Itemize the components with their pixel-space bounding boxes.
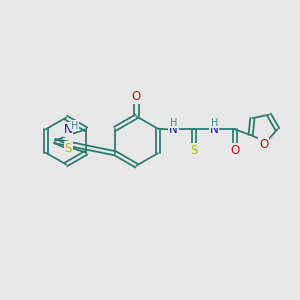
Text: H: H [211,118,218,128]
Text: N: N [210,123,219,136]
Text: N: N [169,123,178,136]
Text: O: O [132,90,141,104]
Text: O: O [259,138,268,151]
Text: S: S [190,143,197,157]
Text: H: H [170,118,177,128]
Text: N: N [64,123,73,136]
Text: H: H [71,121,78,130]
Text: S: S [64,142,72,155]
Text: O: O [230,143,239,157]
